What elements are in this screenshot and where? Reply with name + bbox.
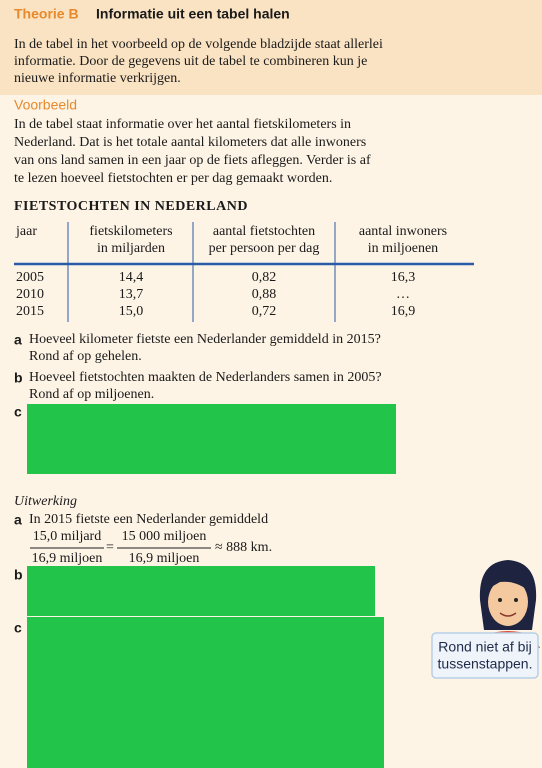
example-heading: Voorbeeld: [14, 97, 77, 113]
table-header: jaar: [15, 224, 37, 239]
table-cell: 2010: [16, 287, 44, 302]
fraction-numerator: 15 000 miljoen: [122, 529, 207, 544]
table-cell: 13,7: [119, 287, 144, 302]
table-cell: 2005: [16, 270, 44, 285]
example-line: te lezen hoeveel fietstochten er per dag…: [14, 171, 332, 186]
table-cell: 16,9: [391, 304, 416, 319]
solution-letter: a: [14, 512, 22, 528]
table: jaar fietskilometers in miljarden aantal fi…: [14, 222, 474, 322]
fraction-denominator: 16,9 miljoen: [129, 551, 200, 566]
question-line: Rond af op miljoenen.: [29, 387, 154, 402]
solution-line: In 2015 fietste een Nederlander gemiddel…: [29, 512, 268, 527]
table-cell: 0,82: [252, 270, 277, 285]
question-letter: a: [14, 332, 22, 348]
theory-band: [0, 0, 542, 95]
solution-heading: Uitwerking: [14, 494, 77, 509]
question-letter: b: [14, 370, 23, 386]
table-header: per persoon per dag: [209, 241, 320, 256]
example-line: In de tabel staat informatie over het aa…: [14, 117, 351, 132]
solution-letter: b: [14, 567, 23, 583]
table-cell: 2015: [16, 304, 44, 319]
question-line: Hoeveel kilometer fietste een Nederlande…: [29, 332, 381, 347]
redaction: [27, 566, 375, 616]
tip-box: [431, 632, 539, 679]
fraction-numerator: 15,0 miljard: [33, 529, 101, 544]
table-cell: 0,72: [252, 304, 277, 319]
question-line: Hoeveel fietstochten maakten de Nederlan…: [29, 370, 382, 385]
equals-sign: =: [106, 540, 114, 555]
table-header: aantal inwoners: [359, 224, 447, 239]
redaction: [27, 617, 384, 768]
intro-line: nieuwe informatie verkrijgen.: [14, 71, 181, 86]
table-cell: 15,0: [119, 304, 144, 319]
theory-label: Theorie B: [14, 6, 79, 22]
table-cell: 0,88: [252, 287, 277, 302]
fraction-denominator: 16,9 miljoen: [32, 551, 103, 566]
table-cell: 16,3: [391, 270, 416, 285]
question-letter: c: [14, 404, 22, 420]
table-header: in miljoenen: [368, 241, 438, 256]
question-line: Rond af op gehelen.: [29, 349, 142, 364]
table-cell: 14,4: [119, 270, 144, 285]
redaction: [27, 404, 396, 474]
table-caption: FIETSTOCHTEN IN NEDERLAND: [14, 199, 248, 214]
table-header: fietskilometers: [89, 224, 172, 239]
example-line: Nederland. Dat is het totale aantal kilo…: [14, 135, 366, 150]
table-cell: …: [396, 287, 410, 302]
tip-line: Rond niet af bij: [438, 639, 531, 655]
intro-line: informatie. Door de gegevens uit de tabe…: [14, 54, 367, 69]
tip-line: tussenstappen.: [438, 656, 533, 672]
solution-letter: c: [14, 620, 22, 636]
result: ≈ 888 km.: [215, 540, 272, 555]
theory-title: Informatie uit een tabel halen: [96, 6, 290, 22]
table-header: aantal fietstochten: [213, 224, 315, 239]
table-header: in miljarden: [97, 241, 165, 256]
intro-line: In de tabel in het voorbeeld op de volge…: [14, 37, 383, 52]
example-line: van ons land samen in een jaar op de fie…: [14, 153, 371, 168]
